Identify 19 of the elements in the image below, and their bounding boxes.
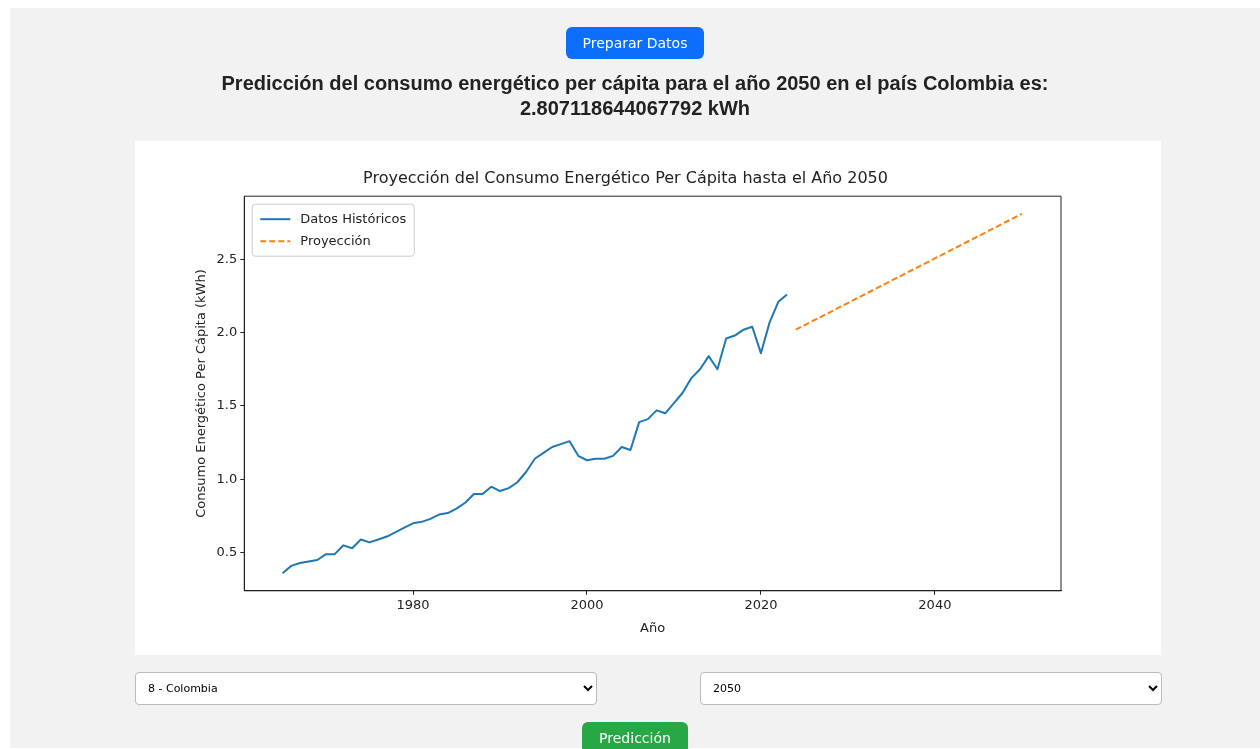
x-axis-title: Año	[640, 619, 666, 635]
y-tick-label: 1.0	[216, 470, 238, 486]
text: 8 - Colombia	[135, 672, 597, 705]
text: Predicción	[582, 722, 688, 749]
x-tick-label: 2020	[744, 596, 778, 612]
x-tick-label: 2000	[570, 596, 604, 612]
y-tick-label: 2.0	[216, 324, 238, 339]
legend-label: Datos Históricos	[300, 210, 407, 226]
y-tick-label: 1.5	[216, 397, 238, 413]
y-axis-title: Consumo Energético Per Cápita (kWh)	[193, 269, 209, 518]
text: Preparar Datos	[565, 27, 705, 59]
y-tick-label: 2.5	[216, 250, 238, 266]
y-tick-label: 0.5	[216, 544, 238, 560]
x-tick-label: 1980	[396, 596, 430, 612]
text: Predicción del consumo energético per cápita para el año 2050 en el país Colombia es: 2.807118644067792 kWh	[220, 71, 1050, 121]
chart-title: Proyección del Consumo Energético Per Cápita hasta el Año 2050	[363, 167, 888, 187]
text: 2050	[700, 672, 1162, 705]
legend-label: Proyección	[300, 232, 371, 248]
x-tick-label: 2040	[918, 596, 952, 612]
